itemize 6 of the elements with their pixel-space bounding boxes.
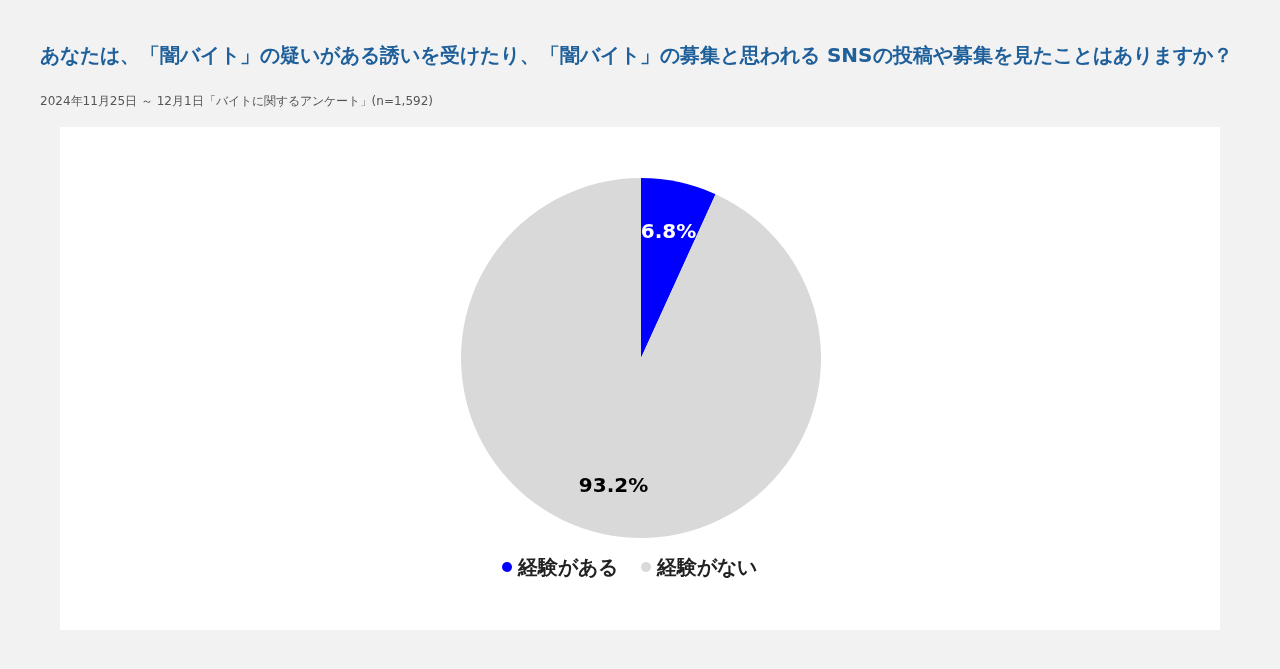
legend-label: 経験がない <box>656 555 757 579</box>
legend-label: 経験がある <box>517 555 618 579</box>
data-label: 93.2% <box>578 472 649 497</box>
data-label: 6.8% <box>640 219 697 244</box>
chart-title: あなたは、「闇バイト」の疑いがある誘いを受けたり、「闇バイト」の募集と思われる SNSの投稿や募集を見たことはありますか？ <box>40 42 1233 69</box>
text: 2024年11月25日 ～ 12月1日「バイトに関するアンケート」(n=1,592) <box>40 93 433 110</box>
